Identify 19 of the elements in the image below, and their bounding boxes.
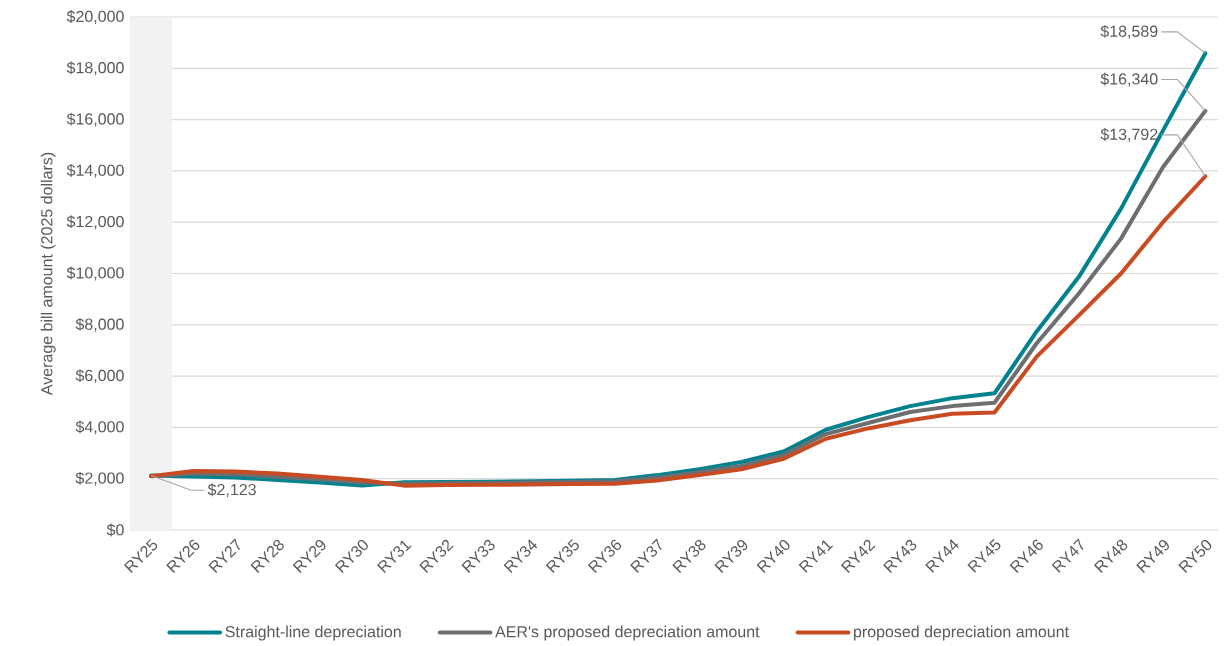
data-label: $2,123	[207, 483, 256, 498]
y-tick-label: $20,000	[66, 10, 124, 24]
y-tick-label: $4,000	[75, 420, 124, 435]
y-tick-label: $6,000	[75, 369, 124, 384]
y-tick-label: $2,000	[75, 471, 124, 486]
legend-label: proposed depreciation amount	[853, 625, 1069, 641]
y-tick-label: $12,000	[66, 215, 124, 230]
data-label: $18,589	[1100, 24, 1158, 39]
y-tick-label: $18,000	[66, 61, 124, 76]
data-label: $16,340	[1100, 72, 1158, 87]
data-label: $13,792	[1100, 127, 1158, 142]
legend-label: Straight-line depreciation	[225, 625, 401, 641]
y-axis-title: Average bill amount (2025 dollars)	[40, 152, 56, 396]
y-tick-label: $10,000	[66, 266, 124, 281]
y-tick-label: $8,000	[75, 317, 124, 332]
legend-label: AER's proposed depreciation amount	[495, 625, 760, 641]
y-tick-label: $16,000	[66, 112, 124, 127]
y-tick-label: $0	[106, 523, 124, 537]
y-tick-label: $14,000	[66, 163, 124, 178]
